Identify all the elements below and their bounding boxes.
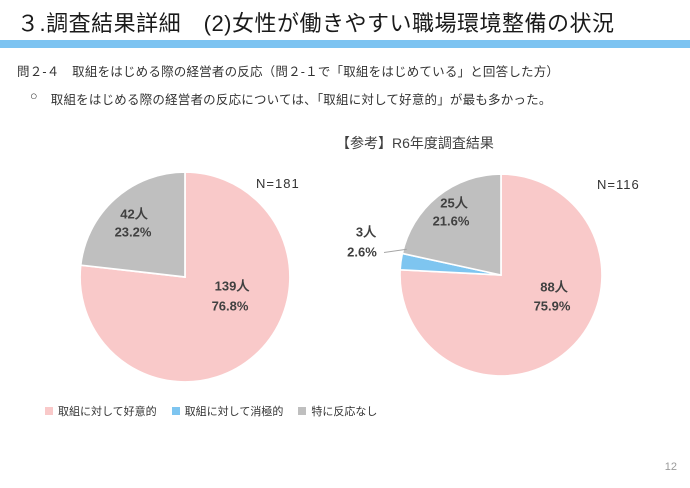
sample-size-label: N=116: [597, 177, 640, 192]
page-title: ３.調査結果詳細 (2)女性が働きやすい職場環境整備の状況: [17, 11, 615, 36]
legend-swatch-favorable: [45, 407, 53, 415]
sample-size-label: N=181: [256, 176, 300, 191]
pie-chart-current: [79, 171, 291, 383]
pie-slice: [401, 173, 502, 277]
legend-item-favorable: 取組に対して好意的: [45, 403, 157, 419]
reference-label: 【参考】R6年度調査結果: [336, 135, 494, 151]
slice-pct-label: 75.9%: [533, 298, 571, 314]
slice-pct-label: 21.6%: [432, 213, 470, 229]
legend-item-negative: 取組に対して消極的: [171, 403, 284, 419]
legend-label: 取組に対して好意的: [58, 406, 157, 418]
legend-item-no-reaction: 特に反応なし: [298, 403, 377, 419]
finding-row: ○ 取組をはじめる際の経営者の反応については、「取組に対して好意的」が最も多かっ…: [30, 89, 552, 108]
slice-count-label: 3人: [355, 224, 377, 240]
question-heading: 問２-４ 取組をはじめる際の経営者の反応（問２-１で「取組をはじめている」と回答…: [17, 65, 560, 79]
slice-count-label: 25人: [440, 195, 468, 211]
pie-chart-r6-reference: [399, 173, 603, 377]
circle-bullet-icon: ○: [30, 89, 38, 103]
legend-swatch-negative: [171, 407, 180, 415]
pie-slice: [79, 171, 186, 278]
slice-pct-label: 76.8%: [211, 298, 249, 314]
slice-pct-label: 23.2%: [114, 224, 152, 240]
slice-pct-label: 2.6%: [347, 244, 377, 260]
slice-count-label: 88人: [540, 279, 568, 295]
legend-label: 取組に対して消極的: [184, 406, 284, 418]
legend-label: 特に反応なし: [311, 406, 378, 418]
chart-legend: 取組に対して好意的 取組に対して消極的 特に反応なし: [45, 403, 377, 419]
slice-count-label: 139人: [214, 278, 250, 294]
finding-text: 取組をはじめる際の経営者の反応については、「取組に対して好意的」が最も多かった。: [50, 93, 552, 107]
title-accent-bar: [0, 40, 690, 48]
legend-swatch-no-reaction: [298, 407, 307, 415]
page-number: 12: [664, 461, 677, 473]
slice-count-label: 42人: [120, 206, 148, 222]
